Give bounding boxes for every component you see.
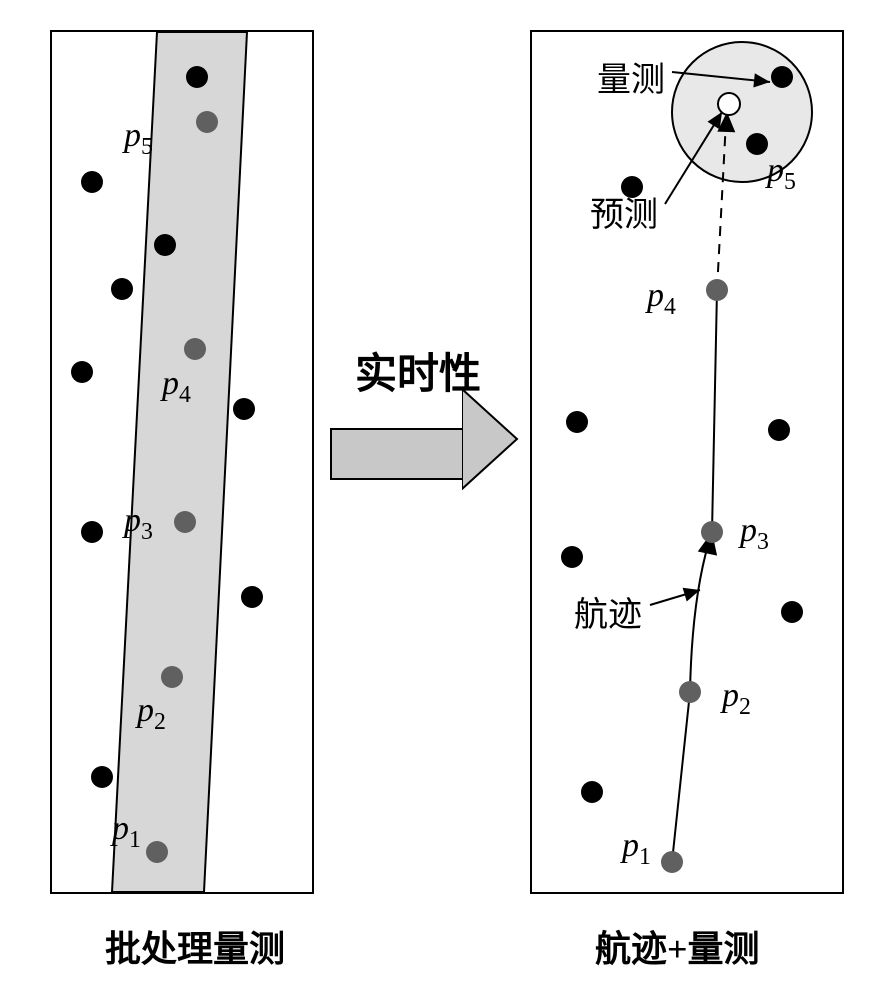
point-label-p5: p5 [124, 117, 153, 161]
point-label-p1: p1 [622, 827, 651, 871]
callout-meas: 量测 [597, 52, 665, 101]
point-label-p4: p4 [647, 277, 676, 321]
left-clutter-6 [81, 521, 103, 543]
left-clutter-7 [241, 586, 263, 608]
left-clutter-2 [111, 278, 133, 300]
point-label-p3: p3 [124, 502, 153, 546]
right-track-p3 [701, 521, 723, 543]
point-label-p5: p5 [767, 152, 796, 196]
callout-pred: 预测 [590, 187, 658, 236]
left-clutter-8 [91, 766, 113, 788]
arrow-shaft [330, 428, 462, 480]
point-label-p2: p2 [722, 677, 751, 721]
left-clutter-3 [71, 361, 93, 383]
predicted-point [717, 92, 741, 116]
transition-arrow [330, 415, 519, 493]
right-track-p1 [661, 851, 683, 873]
arrow-head-svg [462, 389, 519, 493]
left-track-p1 [146, 841, 168, 863]
right-track-p2 [679, 681, 701, 703]
left-clutter-0 [186, 66, 208, 88]
point-label-p2: p2 [137, 692, 166, 736]
left-panel: p1 p2 p3 p4 p5 [50, 30, 314, 894]
point-label-p4: p4 [162, 365, 191, 409]
right-caption: 航迹+量测 [595, 920, 760, 972]
right-clutter-1 [746, 133, 768, 155]
left-track-p2 [161, 666, 183, 688]
figure-root: p1 p2 p3 p4 p5 批处理量测 实时性 p1 p2 p3 p4 p5 量测预测航迹航迹+量测 [20, 20, 864, 980]
right-clutter-0 [771, 66, 793, 88]
right-clutter-3 [566, 411, 588, 433]
arrow-label: 实时性 [355, 340, 481, 401]
point-label-p3: p3 [740, 512, 769, 556]
right-clutter-4 [768, 419, 790, 441]
right-track-p4 [706, 279, 728, 301]
callout-track: 航迹 [574, 587, 642, 636]
right-clutter-5 [561, 546, 583, 568]
right-panel: p1 p2 p3 p4 p5 量测预测航迹 [530, 30, 844, 894]
left-track-p5 [196, 111, 218, 133]
left-track-p3 [174, 511, 196, 533]
left-caption: 批处理量测 [105, 920, 285, 972]
left-clutter-4 [154, 234, 176, 256]
right-clutter-7 [581, 781, 603, 803]
left-clutter-1 [81, 171, 103, 193]
left-track-p4 [184, 338, 206, 360]
point-label-p1: p1 [112, 810, 141, 854]
right-clutter-6 [781, 601, 803, 623]
left-clutter-5 [233, 398, 255, 420]
left-svg [52, 32, 312, 892]
